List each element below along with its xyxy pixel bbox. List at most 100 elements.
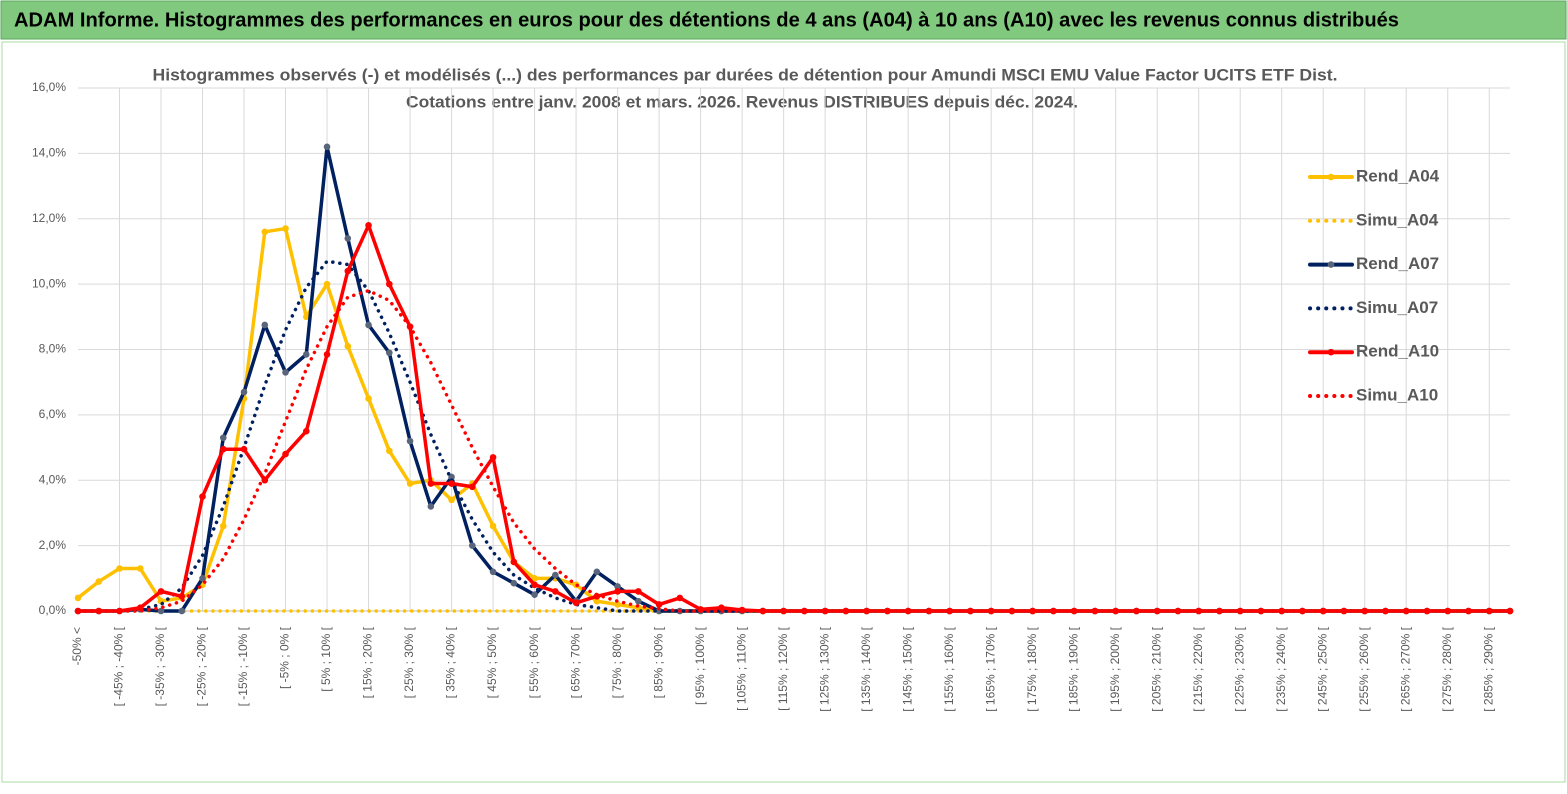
legend-label: Simu_A10: [1356, 385, 1438, 404]
series-marker: [386, 280, 393, 288]
series-marker: [469, 542, 476, 549]
series-marker: [572, 599, 580, 607]
series-marker: [386, 447, 393, 455]
x-tick-label: [ 275% ; 280% [: [1440, 626, 1454, 711]
series-marker: [1050, 607, 1057, 615]
legend-marker: [1327, 261, 1335, 268]
series-marker: [489, 522, 497, 530]
series-marker: [95, 578, 103, 585]
x-tick-label: [ 285% ; 290% [: [1481, 626, 1495, 711]
series-marker: [614, 583, 621, 590]
series-marker: [1340, 607, 1348, 615]
y-tick-label: 12,0%: [32, 211, 66, 225]
series-marker: [302, 351, 310, 358]
series-marker: [344, 267, 352, 275]
x-tick-label: [ -15% ; -10% [: [236, 626, 250, 706]
series-marker: [1091, 607, 1099, 615]
x-tick-label: [ 245% ; 250% [: [1315, 626, 1329, 711]
series-marker: [178, 607, 186, 615]
y-tick-label: 14,0%: [32, 146, 66, 160]
series-marker: [863, 607, 870, 615]
series-marker: [427, 480, 435, 487]
series-marker: [1361, 607, 1369, 615]
x-tick-label: [ 145% ; 150% [: [900, 626, 914, 711]
series-marker: [323, 143, 331, 151]
series-marker: [593, 597, 601, 605]
series-marker: [552, 571, 559, 579]
x-tick-label: [ 115% ; 120% [: [776, 626, 790, 710]
x-tick-label: [ 235% ; 240% [: [1274, 626, 1288, 711]
x-tick-label: [ 35% ; 40% [: [444, 626, 458, 698]
series-marker: [157, 588, 165, 595]
x-tick-label: [ 185% ; 190% [: [1066, 626, 1080, 711]
x-tick-label: [ 165% ; 170% [: [983, 626, 997, 711]
x-tick-label: [ 95% ; 100% [: [693, 626, 707, 705]
y-tick-label: 2,0%: [39, 538, 67, 552]
series-marker: [448, 473, 455, 481]
legend-label: Rend_A04: [1356, 166, 1440, 185]
series-marker: [116, 565, 123, 572]
series-marker: [365, 321, 372, 329]
x-tick-label: [ -25% ; -20% [: [195, 626, 209, 706]
header-title: ADAM Informe. Histogrammes des performan…: [14, 9, 1399, 31]
y-tick-label: 0,0%: [39, 603, 67, 617]
series-marker: [323, 351, 331, 358]
series-marker: [1133, 607, 1140, 615]
series-marker: [406, 480, 414, 487]
series-marker: [489, 454, 497, 461]
legend-label: Simu_A07: [1356, 298, 1438, 317]
x-tick-label: [ 125% ; 130% [: [817, 626, 831, 711]
series-marker: [635, 597, 642, 605]
y-tick-label: 16,0%: [32, 80, 66, 94]
series-marker: [614, 588, 621, 595]
series-marker: [531, 581, 538, 589]
x-tick-label: [ 135% ; 140% [: [859, 626, 873, 711]
legend-label: Rend_A07: [1356, 254, 1439, 273]
series-marker: [261, 321, 269, 329]
x-tick-label: [ 85% ; 90% [: [651, 626, 665, 698]
series-marker: [365, 395, 372, 402]
x-tick-label: [ 155% ; 160% [: [942, 626, 956, 711]
series-marker: [219, 522, 227, 530]
series-marker: [386, 349, 393, 357]
series-marker: [199, 575, 206, 582]
series-marker: [842, 607, 850, 615]
x-tick-label: [ 65% ; 70% [: [568, 626, 582, 698]
x-tick-label: [ -45% ; -40% [: [112, 626, 126, 706]
x-tick-label: [ 75% ; 80% [: [610, 626, 624, 698]
x-tick-label: [ 215% ; 220% [: [1191, 626, 1205, 711]
series-marker: [821, 607, 829, 615]
series-marker: [406, 437, 414, 445]
y-tick-label: 10,0%: [32, 276, 66, 290]
y-tick-label: 6,0%: [39, 407, 67, 421]
x-tick-label: [ 45% ; 50% [: [485, 626, 499, 698]
series-marker: [635, 588, 642, 595]
series-marker: [219, 434, 227, 442]
series-marker: [1112, 607, 1119, 615]
series-marker: [240, 445, 248, 453]
legend-marker: [1327, 173, 1335, 181]
series-marker: [780, 607, 787, 615]
x-tick-label: [ 205% ; 210% [: [1149, 626, 1163, 711]
legend-marker: [1327, 348, 1335, 356]
series-marker: [323, 280, 331, 288]
series-marker: [427, 503, 435, 510]
x-tick-label: [ 55% ; 60% [: [527, 626, 541, 698]
series-marker: [510, 558, 518, 566]
series-marker: [282, 450, 289, 458]
x-tick-label: [ 105% ; 110% [: [734, 626, 748, 710]
series-marker: [261, 228, 269, 236]
series-marker: [157, 607, 165, 615]
series-marker: [1506, 607, 1514, 615]
y-tick-label: 4,0%: [39, 472, 67, 486]
x-tick-label: [ 265% ; 270% [: [1398, 626, 1412, 711]
series-marker: [1402, 607, 1410, 615]
y-tick-label: 8,0%: [39, 342, 67, 356]
series-marker: [1070, 607, 1078, 615]
header-bar: [0, 0, 1567, 40]
series-marker: [74, 594, 82, 602]
x-tick-label: -50% <: [70, 627, 84, 665]
series-marker: [448, 480, 455, 487]
